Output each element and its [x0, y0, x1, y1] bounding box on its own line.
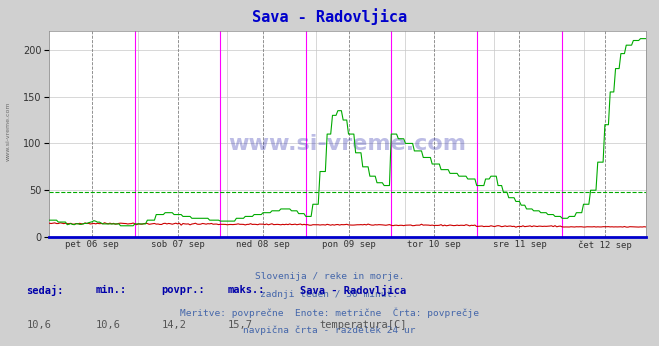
- Text: 10,6: 10,6: [96, 320, 121, 330]
- Text: 14,2: 14,2: [161, 320, 186, 330]
- Text: pet 06 sep: pet 06 sep: [65, 240, 119, 249]
- Text: www.si-vreme.com: www.si-vreme.com: [229, 134, 467, 154]
- Text: 15,7: 15,7: [227, 320, 252, 330]
- Text: 10,6: 10,6: [26, 320, 51, 330]
- Text: Sava - Radovljica: Sava - Radovljica: [252, 9, 407, 26]
- Text: Slovenija / reke in morje.: Slovenija / reke in morje.: [255, 272, 404, 281]
- Text: sedaj:: sedaj:: [26, 285, 64, 297]
- Text: pon 09 sep: pon 09 sep: [322, 240, 376, 249]
- Text: www.si-vreme.com: www.si-vreme.com: [6, 102, 11, 161]
- Text: navpična črta - razdelek 24 ur: navpična črta - razdelek 24 ur: [243, 326, 416, 335]
- Text: maks.:: maks.:: [227, 285, 265, 295]
- Text: tor 10 sep: tor 10 sep: [407, 240, 461, 249]
- Text: sre 11 sep: sre 11 sep: [492, 240, 546, 249]
- Text: Meritve: povprečne  Enote: metrične  Črta: povprečje: Meritve: povprečne Enote: metrične Črta:…: [180, 308, 479, 318]
- Text: temperatura[C]: temperatura[C]: [320, 320, 407, 330]
- Text: min.:: min.:: [96, 285, 127, 295]
- Text: ned 08 sep: ned 08 sep: [236, 240, 290, 249]
- Text: povpr.:: povpr.:: [161, 285, 205, 295]
- Text: sob 07 sep: sob 07 sep: [151, 240, 204, 249]
- Text: zadnji teden / 30 minut.: zadnji teden / 30 minut.: [260, 290, 399, 299]
- Text: čet 12 sep: čet 12 sep: [578, 240, 632, 250]
- Text: Sava - Radovljica: Sava - Radovljica: [300, 285, 406, 297]
